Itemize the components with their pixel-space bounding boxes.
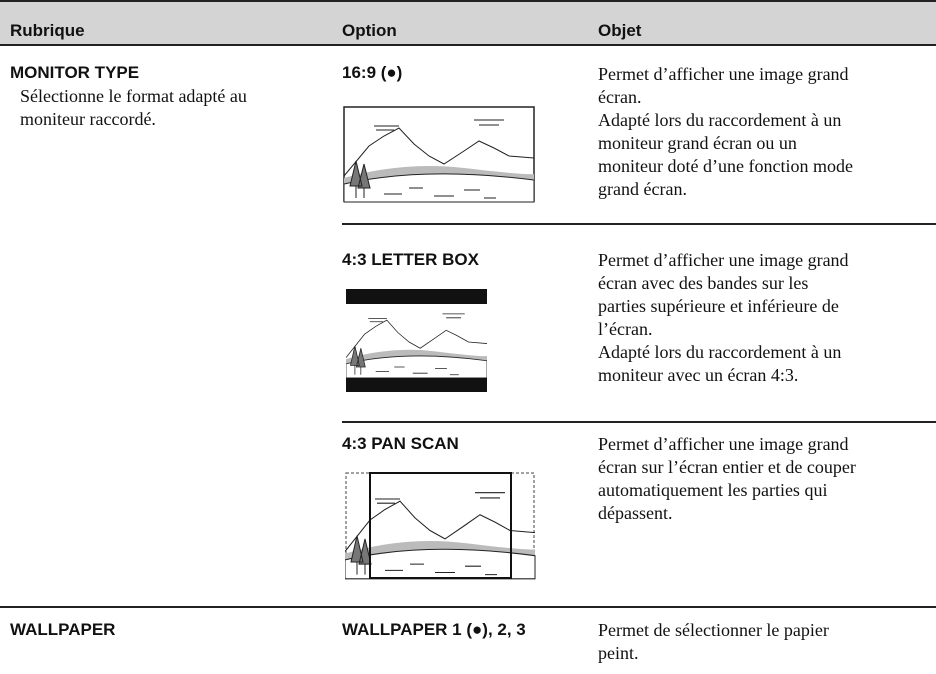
- text-line: l’écran.: [598, 319, 653, 339]
- text-line: Adapté lors du raccordement à un: [598, 342, 842, 362]
- text-line: automatiquement les parties qui: [598, 480, 828, 500]
- option-label: 16:9 (●): [342, 63, 403, 82]
- option-label: 4:3 PAN SCAN: [342, 434, 459, 453]
- header-rule: [0, 0, 936, 2]
- text-line: Permet d’afficher une image grand: [598, 434, 849, 454]
- row-rule: [0, 606, 936, 608]
- column-header: Option: [342, 21, 397, 40]
- text-line: moniteur doté d’une fonction mode: [598, 156, 853, 176]
- option-text: Permet d’afficher une image grand écran …: [598, 433, 856, 525]
- illustration-pan-scan: [345, 472, 536, 580]
- text-line: dépassent.: [598, 503, 673, 523]
- option-label: WALLPAPER 1 (●), 2, 3: [342, 620, 526, 639]
- illustration-letterbox: [346, 289, 487, 392]
- header-rule: [0, 44, 936, 46]
- illustration-16-9: [343, 106, 535, 203]
- text-line: Permet d’afficher une image grand: [598, 250, 849, 270]
- text-line: peint.: [598, 643, 639, 663]
- text-line: écran.: [598, 87, 642, 107]
- column-header: Rubrique: [10, 21, 85, 40]
- option-text: Permet de sélectionner le papier peint.: [598, 619, 829, 665]
- text-line: moniteur grand écran ou un: [598, 133, 797, 153]
- item-title: MONITOR TYPE: [10, 63, 140, 82]
- option-text: Permet d’afficher une image grand écran …: [598, 249, 849, 387]
- item-title: WALLPAPER: [10, 620, 116, 639]
- text-line: Sélectionne le format adapté au: [20, 86, 247, 106]
- text-line: écran sur l’écran entier et de couper: [598, 457, 856, 477]
- header-bar: [0, 0, 936, 44]
- text-line: Permet de sélectionner le papier: [598, 620, 829, 640]
- text-line: écran avec des bandes sur les: [598, 273, 809, 293]
- row-rule: [342, 223, 936, 225]
- text-line: Permet d’afficher une image grand: [598, 64, 849, 84]
- text-line: moniteur avec un écran 4:3.: [598, 365, 799, 385]
- item-description: Sélectionne le format adapté au moniteur…: [20, 85, 247, 131]
- text-line: grand écran.: [598, 179, 687, 199]
- option-label: 4:3 LETTER BOX: [342, 250, 479, 269]
- text-line: moniteur raccordé.: [20, 109, 156, 129]
- row-rule: [342, 421, 936, 423]
- column-header: Objet: [598, 21, 642, 40]
- text-line: parties supérieure et inférieure de: [598, 296, 839, 316]
- text-line: Adapté lors du raccordement à un: [598, 110, 842, 130]
- option-text: Permet d’afficher une image grand écran.…: [598, 63, 853, 201]
